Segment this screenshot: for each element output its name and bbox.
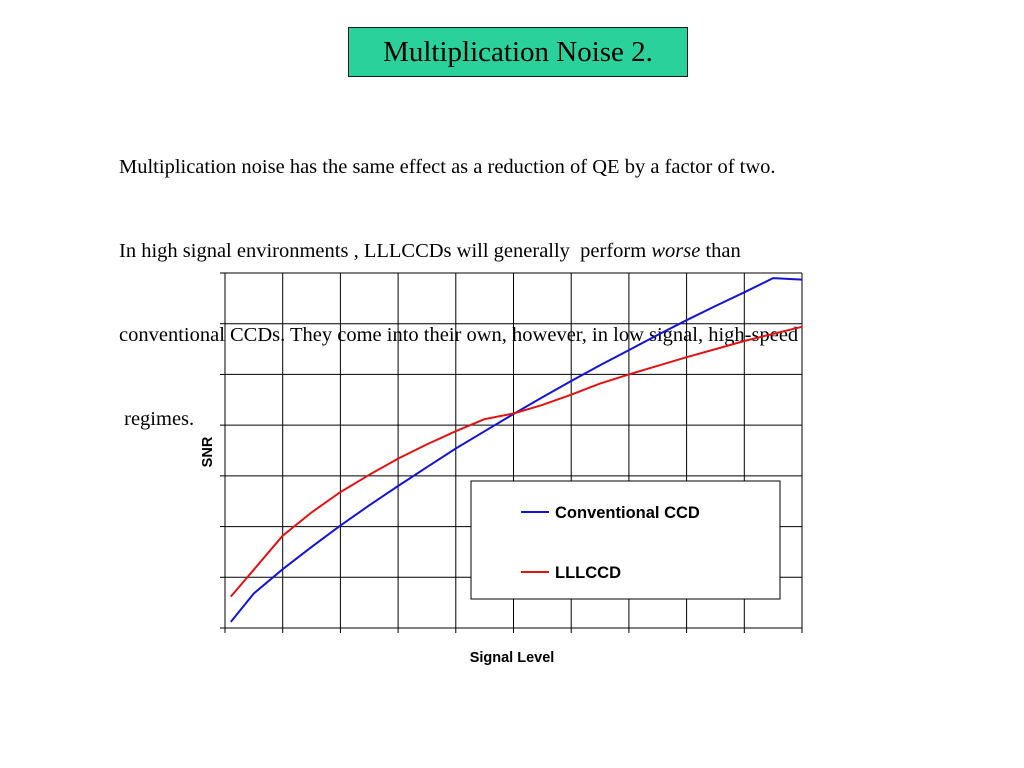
series-line-lllccd — [230, 325, 803, 598]
paragraph-line-3: conventional CCDs. They come into their … — [119, 324, 799, 346]
paragraph-line-2-end: than — [700, 240, 741, 262]
paragraph-line-2: In high signal environments , LLLCCDs wi… — [119, 237, 999, 265]
legend-label-conventional-ccd: Conventional CCD — [555, 504, 700, 522]
chart-legend: Conventional CCD LLLCCD — [470, 480, 781, 600]
body-paragraph: Multiplication noise has the same effect… — [119, 97, 999, 461]
paragraph-line-1: Multiplication noise has the same effect… — [119, 156, 776, 178]
chart-series — [230, 277, 803, 623]
y-axis-label: SNR — [200, 436, 216, 467]
chart-axes — [220, 272, 803, 633]
x-axis-label: Signal Level — [470, 650, 555, 666]
legend-label-lllccd: LLLCCD — [555, 564, 621, 582]
legend-box — [470, 480, 781, 600]
slide-title: Multiplication Noise 2. — [348, 27, 688, 77]
paragraph-line-2-start: In high signal environments , LLLCCDs wi… — [119, 240, 652, 262]
emphasis-worse: worse — [651, 240, 701, 262]
paragraph-line-4: regimes. — [119, 408, 195, 430]
